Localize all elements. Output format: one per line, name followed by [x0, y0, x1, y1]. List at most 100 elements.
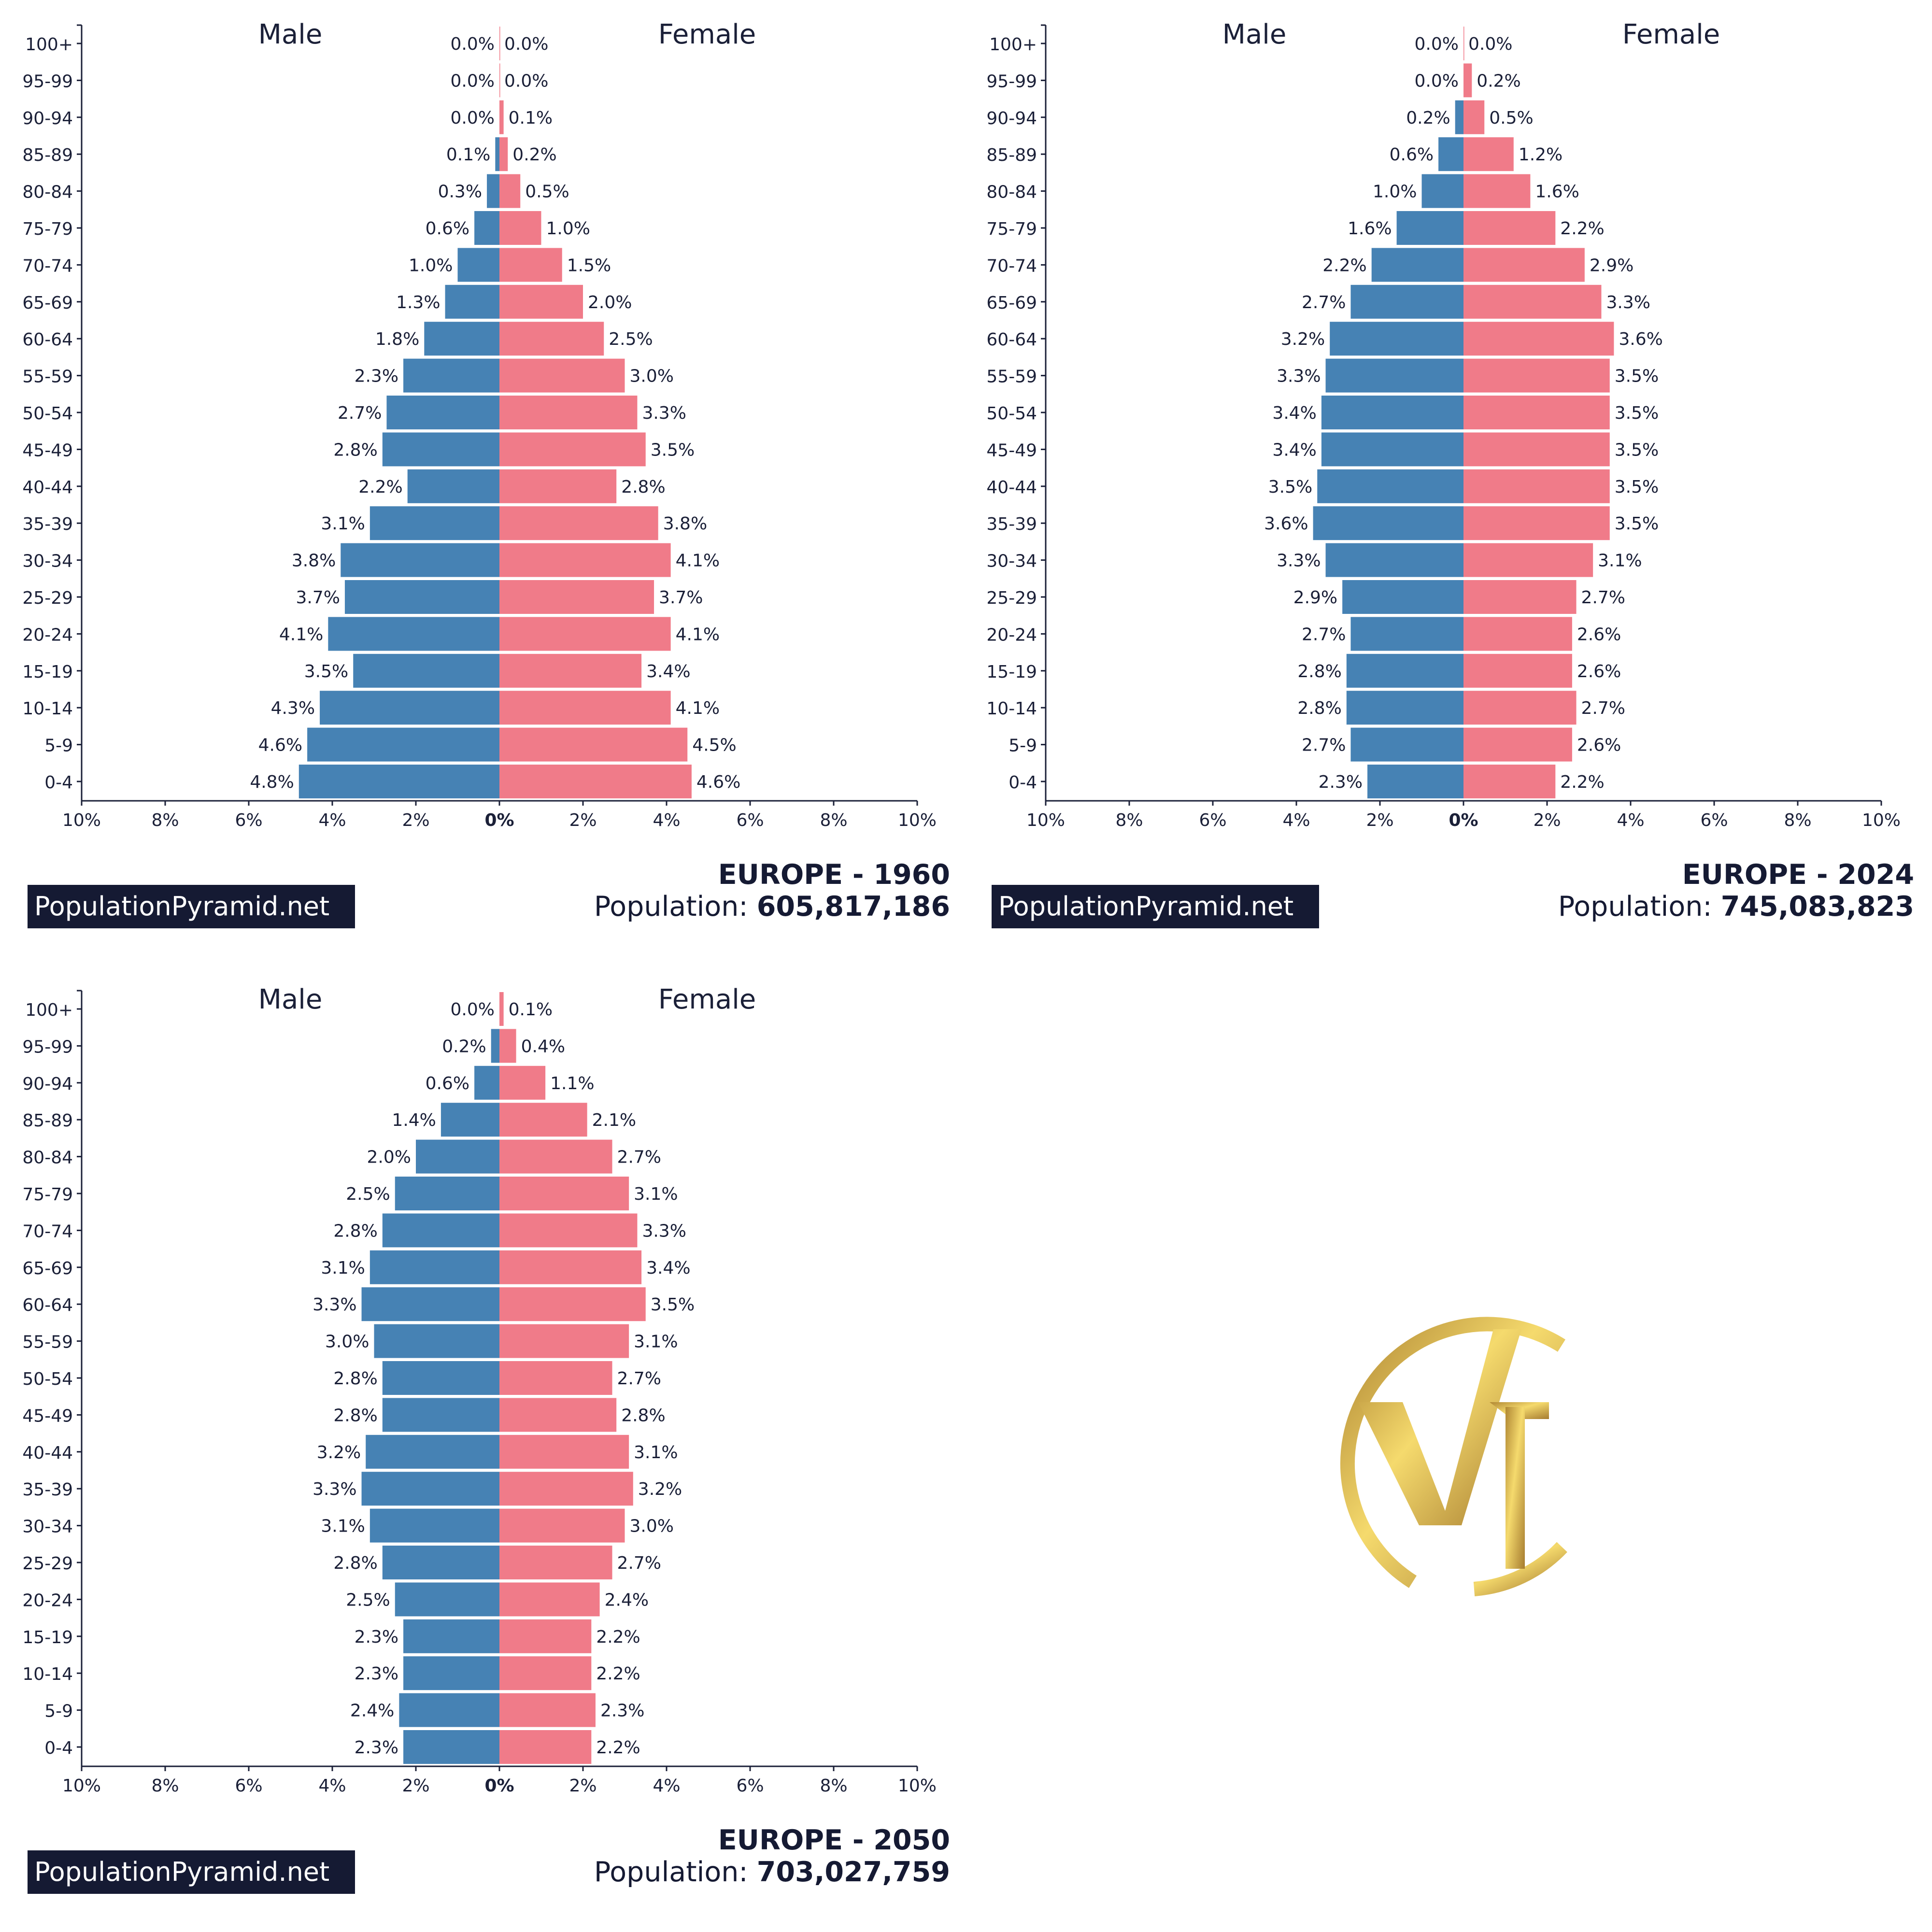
male-value-label: 3.4% [1272, 440, 1316, 460]
male-bar [1321, 396, 1463, 429]
age-group-label: 60-64 [22, 330, 73, 350]
age-group-label: 60-64 [986, 330, 1037, 350]
male-bar [369, 1250, 499, 1284]
female-value-label: 0.0% [1468, 34, 1512, 54]
male-value-label: 0.0% [451, 71, 495, 91]
female-bar [499, 211, 541, 245]
male-bar [487, 174, 499, 208]
age-group-label: 75-79 [22, 1185, 73, 1205]
male-bar [1396, 211, 1463, 245]
x-tick-label: 2% [569, 810, 597, 830]
female-value-label: 3.4% [646, 1258, 690, 1278]
male-value-label: 3.8% [292, 551, 336, 571]
female-bar [1463, 653, 1572, 688]
male-value-label: 4.3% [271, 698, 315, 718]
age-group-label: 40-44 [986, 478, 1037, 497]
male-bar [1317, 469, 1463, 503]
population-value-1960: 605,817,186 [756, 891, 950, 923]
female-bar [1463, 727, 1572, 762]
male-value-label: 2.7% [1302, 625, 1346, 644]
male-value-label: 0.0% [451, 1000, 495, 1020]
male-value-label: 0.0% [451, 108, 495, 128]
age-group-label: 45-49 [22, 1406, 73, 1426]
age-group-label: 75-79 [22, 219, 73, 239]
male-bar [1321, 432, 1463, 467]
male-value-label: 0.6% [426, 1074, 469, 1094]
female-value-label: 1.6% [1535, 182, 1579, 202]
male-bar [366, 1435, 499, 1469]
male-bar [382, 1361, 499, 1395]
male-bar [445, 284, 499, 319]
male-bar [1455, 100, 1463, 134]
female-value-label: 1.2% [1519, 145, 1563, 165]
female-value-label: 4.6% [696, 772, 740, 792]
female-bar [499, 1656, 592, 1690]
male-bar [399, 1693, 499, 1727]
male-bar [403, 1619, 499, 1653]
x-tick-label: 2% [569, 1776, 597, 1796]
female-bar [1463, 174, 1531, 208]
female-value-label: 3.5% [1615, 440, 1659, 460]
male-header: Male [258, 984, 323, 1015]
male-bar [1438, 137, 1463, 171]
male-bar [495, 137, 499, 171]
male-bar [403, 358, 499, 393]
female-bar [499, 765, 692, 798]
age-group-label: 15-19 [986, 662, 1037, 682]
female-value-label: 3.2% [638, 1479, 682, 1499]
chart-title-1960: EUROPE - 1960 [718, 859, 950, 891]
female-bar [499, 432, 646, 467]
age-group-label: 25-29 [22, 1554, 73, 1574]
male-bar [1367, 765, 1463, 798]
female-value-label: 2.3% [600, 1701, 644, 1721]
female-value-label: 0.2% [512, 145, 556, 165]
female-bar [499, 1361, 612, 1395]
age-group-label: 90-94 [22, 1074, 73, 1094]
female-value-label: 1.1% [550, 1074, 594, 1094]
x-tick-label: 6% [736, 810, 764, 830]
female-bar [499, 617, 671, 651]
title-block-1960: EUROPE - 1960 Population: 605,817,186 [515, 859, 950, 923]
male-value-label: 3.2% [1281, 329, 1325, 349]
female-bar [499, 322, 604, 356]
age-group-label: 35-39 [22, 1480, 73, 1500]
age-group-label: 5-9 [44, 1702, 73, 1721]
age-group-label: 40-44 [22, 1443, 73, 1463]
female-value-label: 2.2% [1560, 772, 1604, 792]
female-value-label: 0.1% [509, 108, 553, 128]
age-group-label: 0-4 [44, 773, 73, 793]
female-bar [499, 1693, 596, 1727]
female-bar [499, 63, 500, 98]
age-group-label: 65-69 [22, 293, 73, 313]
male-bar [382, 432, 499, 467]
male-bar [361, 1287, 499, 1321]
male-bar [344, 580, 499, 614]
female-bar [1463, 27, 1464, 60]
source-label-panel-2050[interactable]: PopulationPyramid.net [28, 1850, 355, 1894]
male-value-label: 3.2% [317, 1443, 361, 1463]
female-bar [499, 1546, 612, 1579]
female-bar [1463, 543, 1593, 577]
x-tick-label: 2% [1533, 810, 1561, 830]
male-value-label: 3.3% [1277, 551, 1321, 571]
x-tick-label: 2% [1366, 810, 1393, 830]
source-label-panel-1960[interactable]: PopulationPyramid.net [28, 885, 355, 928]
age-group-label: 100+ [989, 35, 1037, 55]
female-bar [1463, 100, 1485, 134]
male-bar [1371, 248, 1463, 282]
female-value-label: 3.1% [634, 1443, 678, 1463]
female-bar [499, 992, 504, 1026]
vt-logo-icon [1340, 1317, 1567, 1596]
source-label-panel-2024[interactable]: PopulationPyramid.net [992, 885, 1319, 928]
female-bar [499, 1324, 629, 1358]
age-group-label: 50-54 [22, 404, 73, 424]
male-value-label: 2.5% [346, 1590, 390, 1610]
male-bar [1346, 691, 1463, 725]
male-bar [416, 1139, 499, 1174]
female-bar [499, 174, 521, 208]
age-group-label: 30-34 [22, 1517, 73, 1537]
male-value-label: 3.1% [321, 1258, 365, 1278]
female-value-label: 2.2% [596, 1664, 640, 1684]
male-bar [395, 1582, 499, 1617]
male-value-label: 1.3% [396, 293, 440, 313]
